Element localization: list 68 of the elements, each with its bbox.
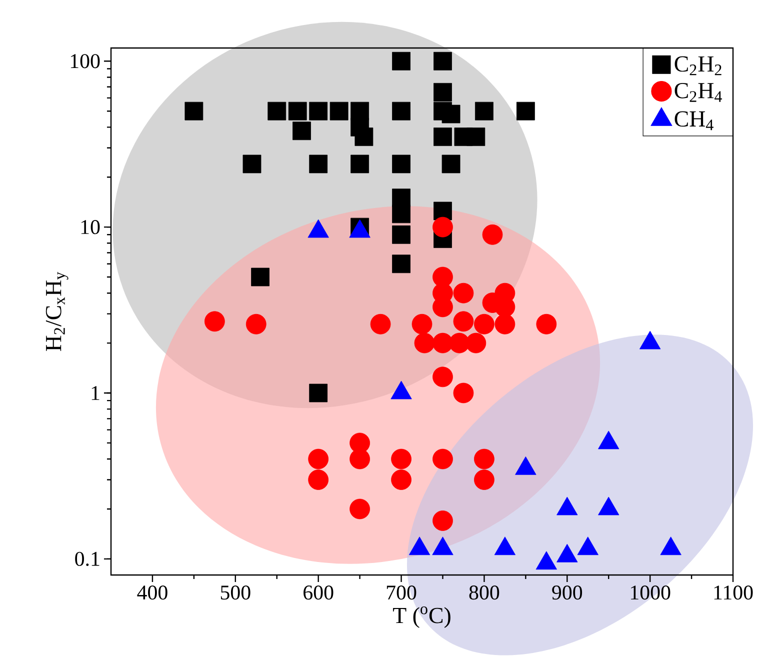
x-tick-label: 900 <box>552 586 582 600</box>
point <box>516 102 535 120</box>
x-tick-label: 800 <box>469 586 500 600</box>
point <box>474 448 494 470</box>
point <box>453 382 474 404</box>
point <box>442 104 460 124</box>
point <box>370 314 391 334</box>
point <box>204 311 225 332</box>
y-tick-label: 100 <box>70 54 100 68</box>
point <box>412 314 432 334</box>
point <box>184 102 204 120</box>
point <box>482 224 503 245</box>
point <box>474 470 494 490</box>
point <box>242 154 262 174</box>
point <box>350 154 369 174</box>
point <box>434 82 452 102</box>
point <box>288 102 307 120</box>
point <box>453 311 474 332</box>
point <box>392 52 410 70</box>
point <box>392 225 410 244</box>
point <box>246 314 266 334</box>
legend-label: C$_{2}$H$_{2}$ <box>674 56 722 76</box>
point <box>392 254 410 274</box>
point <box>392 204 410 224</box>
point <box>432 366 453 388</box>
legend-label: C$_{2}$H$_{4}$ <box>674 82 722 102</box>
y-axis-title: H$_{2}$/C$_{x}$H$_{y}$ <box>46 272 68 351</box>
legend-label: CH$_{4}$ <box>674 111 714 130</box>
point <box>432 510 453 531</box>
point <box>350 498 370 520</box>
x-tick-label: 400 <box>137 586 168 600</box>
x-tick-label: 600 <box>304 586 334 600</box>
point <box>414 332 435 354</box>
point <box>432 448 453 470</box>
point <box>391 448 412 470</box>
point <box>434 52 452 70</box>
point <box>268 102 286 120</box>
y-tick-label: 10 <box>81 220 100 234</box>
point <box>330 102 348 120</box>
point <box>309 154 328 174</box>
y-tick-label: 0.1 <box>75 552 100 566</box>
point <box>308 470 329 490</box>
point <box>308 448 329 470</box>
point <box>474 314 494 334</box>
point <box>251 268 270 286</box>
point <box>494 314 516 334</box>
point <box>536 314 557 334</box>
point <box>392 102 410 120</box>
x-axis-title: T ($^{o}$C) <box>393 606 450 628</box>
point <box>453 282 474 304</box>
point <box>354 128 374 146</box>
x-tick-label: 1100 <box>714 586 753 600</box>
point <box>466 332 486 354</box>
x-tick-label: 500 <box>220 586 250 600</box>
point <box>432 332 453 354</box>
x-tick-label: 700 <box>386 586 416 600</box>
point <box>309 384 328 402</box>
point <box>434 128 452 146</box>
point <box>432 216 453 238</box>
point <box>391 470 412 490</box>
point <box>475 102 494 120</box>
point <box>442 154 460 174</box>
point <box>309 102 328 120</box>
point <box>392 154 410 174</box>
point <box>292 122 311 140</box>
y-tick-label: 1 <box>92 386 100 400</box>
point <box>466 128 486 146</box>
x-tick-label: 1000 <box>630 586 670 600</box>
